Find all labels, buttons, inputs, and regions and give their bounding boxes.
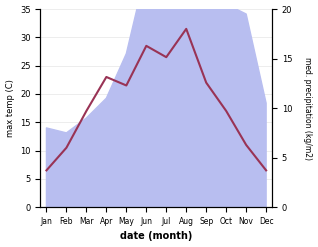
Y-axis label: max temp (C): max temp (C): [5, 79, 15, 137]
X-axis label: date (month): date (month): [120, 231, 192, 242]
Y-axis label: med. precipitation (kg/m2): med. precipitation (kg/m2): [303, 57, 313, 160]
